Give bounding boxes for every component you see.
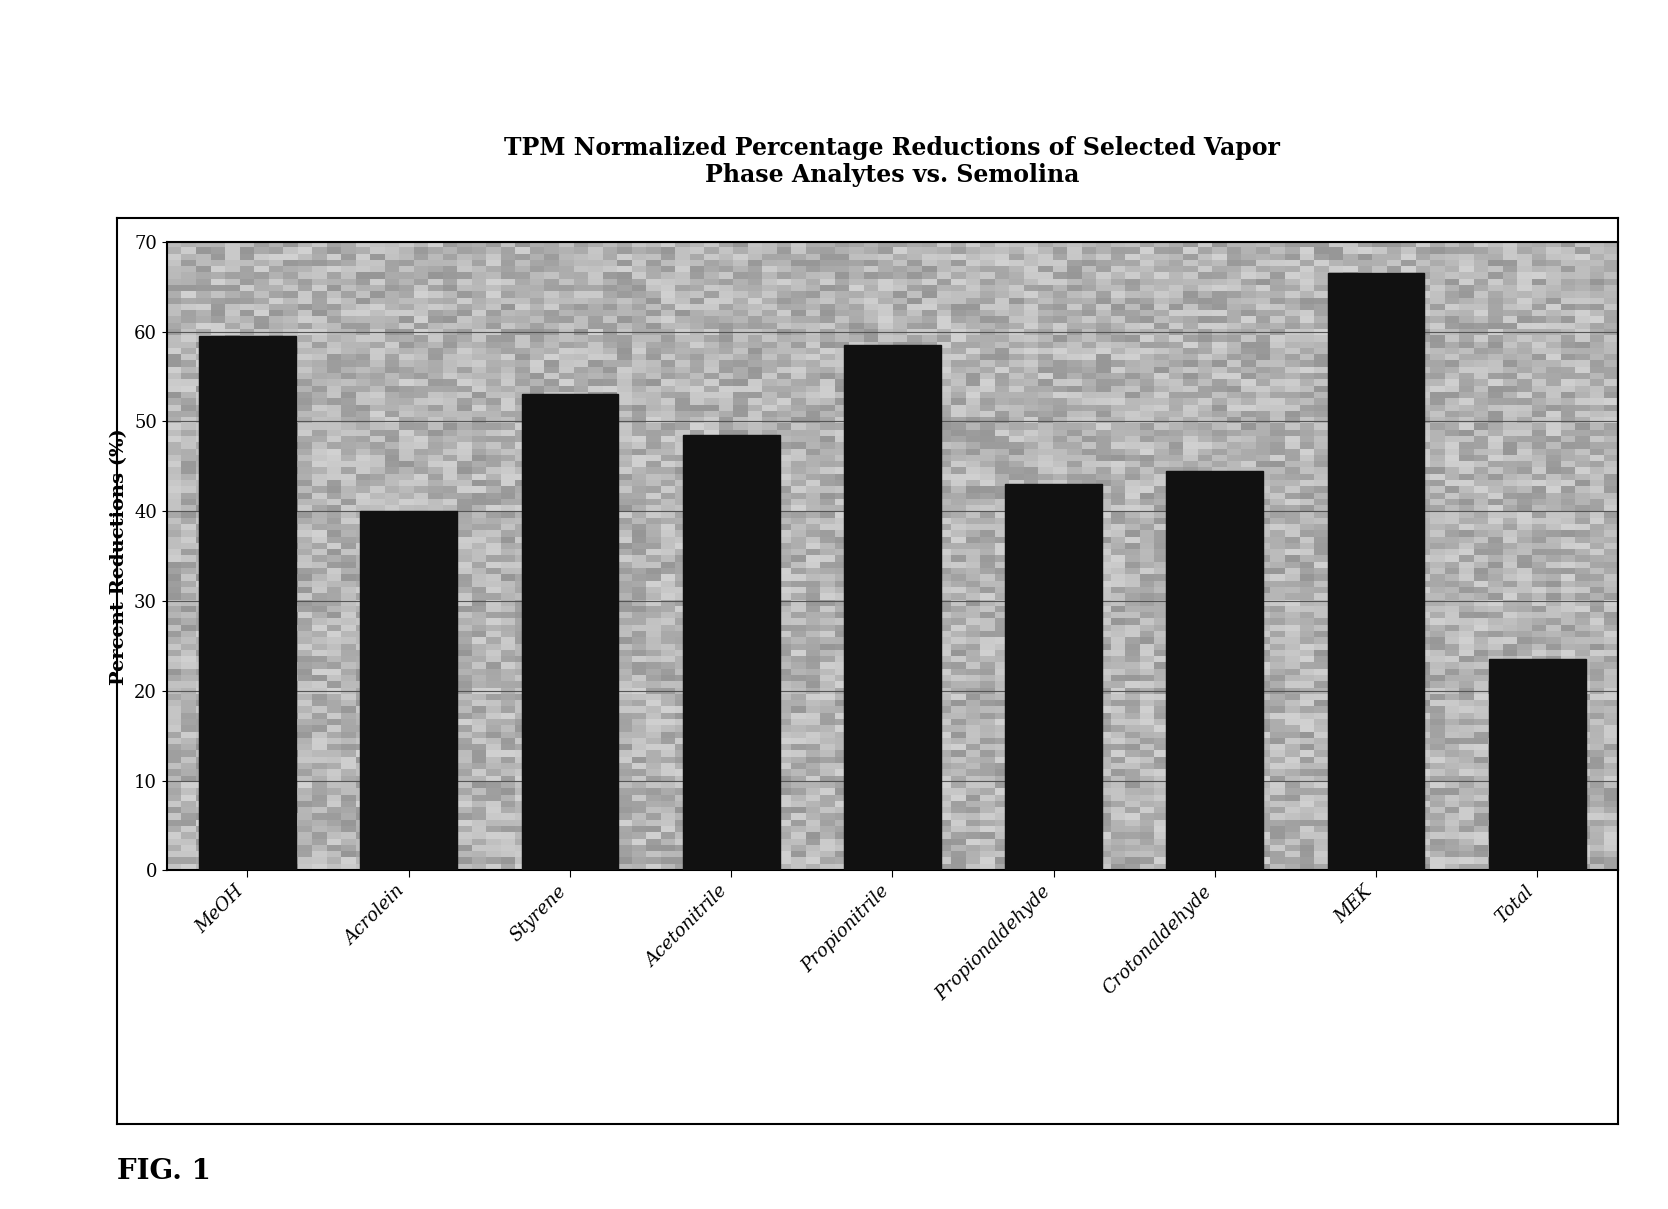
Bar xyxy=(682,435,779,870)
Bar xyxy=(522,394,619,870)
Text: FIG. 1: FIG. 1 xyxy=(117,1158,210,1185)
Bar xyxy=(844,345,941,870)
Text: TPM Normalized Percentage Reductions of Selected Vapor
Phase Analytes vs. Semoli: TPM Normalized Percentage Reductions of … xyxy=(504,135,1281,187)
Bar xyxy=(360,511,457,870)
Bar xyxy=(198,336,295,870)
Bar xyxy=(1166,470,1263,870)
Bar xyxy=(1328,273,1424,870)
Bar xyxy=(1006,485,1103,870)
Bar xyxy=(1490,659,1586,870)
Y-axis label: Percent Reductions (%): Percent Reductions (%) xyxy=(110,428,128,684)
